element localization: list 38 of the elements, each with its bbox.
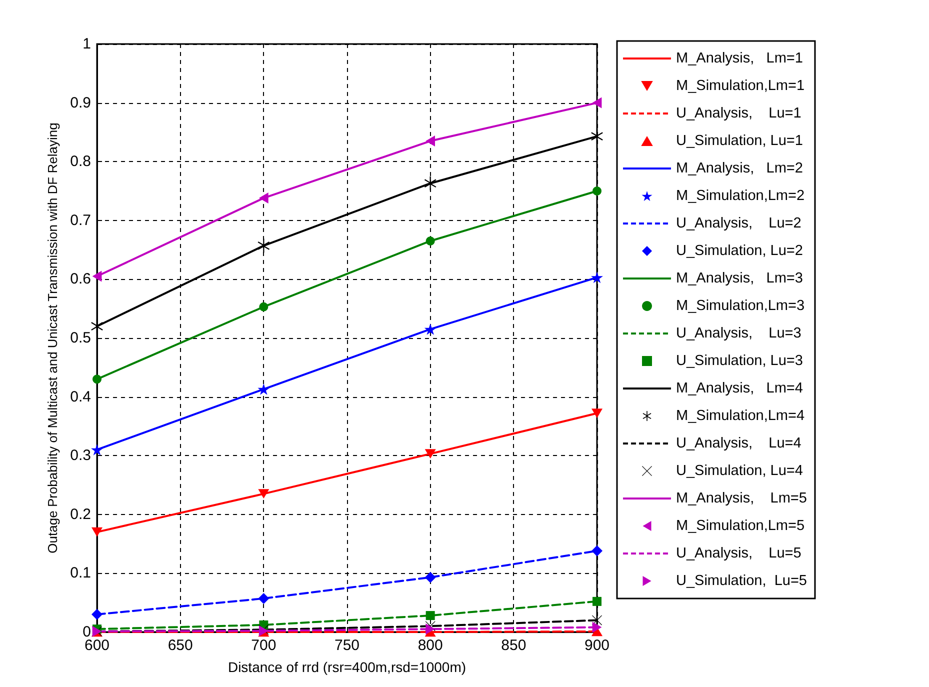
- legend-label: U_Simulation, Lu=5: [676, 573, 807, 589]
- legend-label: U_Analysis, Lu=1: [676, 106, 802, 122]
- legend-label: M_Simulation,Lm=1: [676, 78, 805, 94]
- legend-label: U_Analysis, Lu=4: [676, 436, 802, 452]
- y-axis-title: Outage Probability of Multicast and Unicast Transmission with DF Relaying: [45, 122, 60, 554]
- legend-label: M_Simulation,Lm=5: [676, 518, 805, 534]
- y-tick-label: 0.9: [70, 94, 91, 112]
- x-tick-label: 700: [251, 637, 276, 654]
- legend-label: M_Simulation,Lm=3: [676, 298, 805, 314]
- legend-label: U_Analysis, Lu=3: [676, 326, 802, 342]
- y-tick-label: 1: [82, 36, 91, 52]
- legend-label: U_Simulation, Lu=4: [676, 463, 803, 479]
- y-tick-label: 0.2: [70, 506, 91, 523]
- legend-label: U_Simulation, Lu=1: [676, 133, 803, 149]
- legend-label: M_Analysis, Lm=5: [676, 490, 807, 506]
- y-tick-label: 0.5: [70, 330, 91, 346]
- legend-label: M_Analysis, Lm=2: [676, 160, 803, 176]
- legend-label: U_Simulation, Lu=3: [676, 353, 803, 369]
- y-tick-label: 0.6: [70, 270, 91, 288]
- x-tick-label: 750: [334, 637, 360, 654]
- legend-label: U_Analysis, Lu=5: [676, 546, 802, 562]
- y-tick-label: 0.3: [70, 447, 91, 464]
- legend-label: M_Simulation,Lm=4: [676, 408, 805, 424]
- legend-label: M_Analysis, Lm=1: [676, 50, 803, 66]
- legend-label: M_Simulation,Lm=2: [676, 188, 805, 204]
- y-tick-label: 0.8: [70, 153, 91, 170]
- x-axis-title: Distance of rrd (rsr=400m,rsd=1000m): [228, 659, 466, 675]
- legend-label: U_Simulation, Lu=2: [676, 243, 803, 259]
- x-tick-label: 900: [584, 637, 610, 654]
- legend-label: M_Analysis, Lm=4: [676, 380, 803, 396]
- x-tick-label: 650: [168, 637, 193, 654]
- x-tick-label: 850: [501, 637, 526, 654]
- y-tick-label: 0.1: [70, 564, 91, 582]
- y-tick-label: 0.4: [70, 388, 91, 406]
- legend-label: M_Analysis, Lm=3: [676, 270, 803, 286]
- x-tick-label: 800: [418, 637, 443, 654]
- legend-label: U_Analysis, Lu=2: [676, 216, 802, 232]
- y-tick-label: 0.7: [70, 212, 91, 229]
